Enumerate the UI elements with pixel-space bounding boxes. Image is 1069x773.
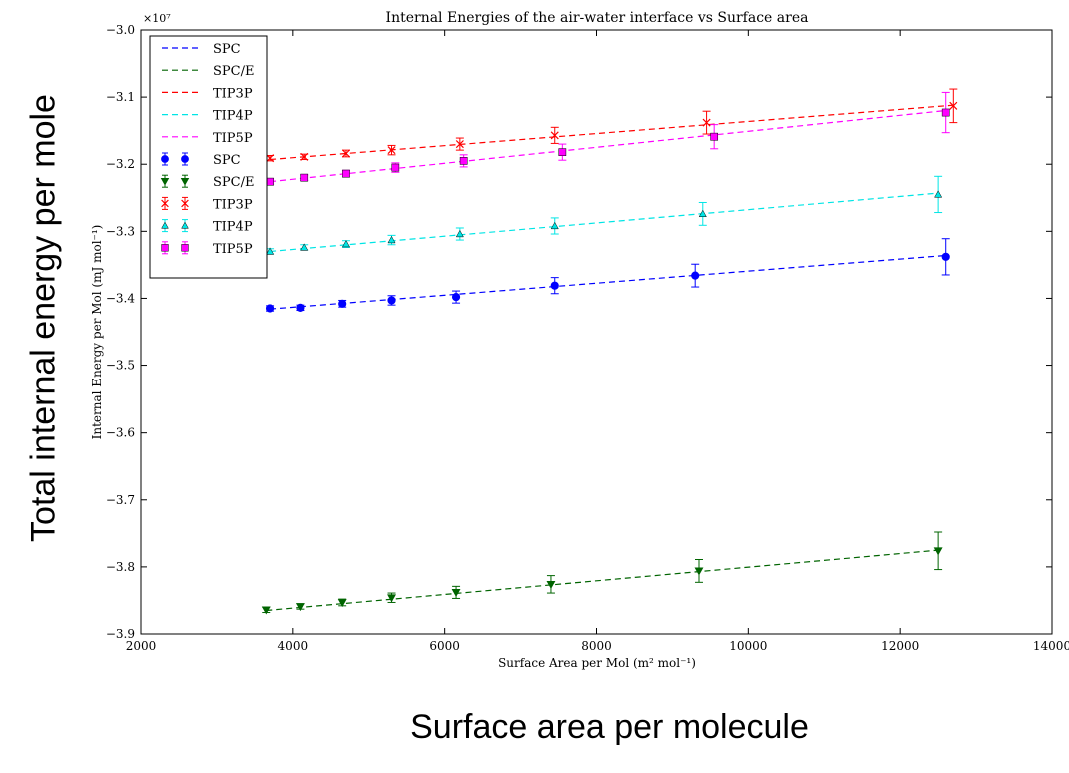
data-point: [451, 293, 461, 302]
y-tick-label: −3.7: [106, 493, 135, 507]
data-point: [455, 140, 464, 149]
x-tick-label: 12000: [881, 639, 919, 653]
data-point: [550, 131, 559, 140]
data-point: [702, 118, 711, 127]
y-tick-label: −3.6: [106, 426, 135, 440]
x-axis-label: Surface Area per Mol (m² mol⁻¹): [498, 656, 696, 670]
data-point: [546, 580, 556, 589]
fit-line-tip5p: [269, 109, 946, 183]
legend-label: SPC/E: [213, 64, 254, 79]
data-point: [265, 304, 275, 313]
data-point: [550, 281, 559, 290]
plot-area: [140, 29, 1053, 635]
data-point: [266, 177, 274, 186]
y-tick-label: −3.9: [106, 627, 135, 641]
data-point: [934, 190, 943, 198]
data-point: [455, 229, 464, 238]
x-tick-label: 6000: [429, 639, 460, 653]
fit-line-tip3p: [270, 104, 954, 161]
legend-label: TIP5P: [213, 131, 253, 146]
fit-lines: [266, 104, 954, 612]
legend: SPC SPC/E TIP3P TIP4P TIP5P SPC SPC/E TIP3P TIP4…: [149, 35, 268, 279]
y-tick-label: −3.2: [106, 157, 135, 171]
data-point: [387, 296, 396, 305]
data-point: [181, 244, 189, 252]
y-scale-label: ×10⁷: [143, 12, 171, 25]
data-point: [341, 239, 350, 248]
legend-label: TIP5P: [213, 242, 253, 257]
data-point: [698, 209, 707, 218]
y-tick-label: −3.5: [106, 359, 135, 373]
fit-line-tip4p: [270, 192, 939, 253]
data-point: [949, 101, 958, 110]
x-tick-label: 8000: [581, 639, 612, 653]
data-point: [342, 169, 350, 178]
data-point: [451, 589, 461, 598]
y-tick-label: −3.4: [106, 291, 136, 305]
data-point: [558, 148, 567, 156]
chart-title: Internal Energies of the air-water inter…: [386, 10, 809, 26]
legend-label: TIP3P: [213, 86, 253, 101]
data-point: [387, 146, 396, 155]
y-axis-label: Internal Energy per Mol (mJ mol⁻¹): [90, 225, 104, 440]
data-point: [181, 221, 189, 229]
data-point: [459, 157, 468, 165]
data-point: [710, 132, 719, 141]
data-point: [691, 271, 700, 280]
x-tick-label: 14000: [1033, 639, 1069, 653]
data-point: [300, 243, 309, 251]
data-point: [341, 149, 350, 158]
data-point: [180, 177, 190, 186]
x-tick-label: 10000: [729, 639, 767, 653]
fit-line-spc-e: [266, 549, 939, 612]
x-tick-label: 2000: [126, 639, 157, 653]
data-point: [295, 603, 305, 612]
data-point: [161, 155, 169, 163]
data-point: [933, 547, 943, 556]
data-point: [181, 155, 189, 163]
data-point: [941, 108, 950, 117]
legend-label: SPC: [213, 153, 241, 168]
data-point: [296, 303, 305, 312]
data-point: [161, 199, 169, 208]
x-tick-label: 4000: [278, 639, 309, 653]
legend-label: TIP3P: [213, 197, 253, 212]
y-tick-label: −3.8: [106, 560, 135, 574]
legend-label: TIP4P: [213, 220, 253, 235]
y-tick-label: −3.3: [106, 224, 135, 238]
legend-label: TIP4P: [213, 109, 253, 124]
data-point: [337, 599, 347, 608]
data-point: [550, 221, 559, 230]
data-point: [387, 235, 396, 244]
data-point: [161, 221, 169, 229]
legend-label: SPC: [213, 42, 241, 57]
data-point: [160, 177, 170, 186]
slide-y-caption: Total internal energy per mole: [24, 94, 63, 542]
y-axis-ticks: −3.0 −3.1 −3.2 −3.3 −3.4 −3.5 −3.6 −3.7 −3.8 −3.9: [106, 23, 1052, 641]
slide-x-caption: Surface area per molecule: [410, 708, 809, 746]
data-point: [266, 247, 275, 255]
y-tick-label: −3.1: [106, 90, 135, 104]
data-point: [161, 244, 169, 252]
data-point: [391, 163, 400, 172]
data-point: [266, 154, 275, 163]
data-point: [300, 152, 309, 161]
fit-line-spc: [270, 254, 946, 310]
data-point: [387, 594, 396, 603]
data-point: [941, 252, 950, 261]
legend-box: [149, 35, 268, 279]
data-markers: [261, 88, 958, 615]
data-point: [694, 567, 704, 576]
data-point: [261, 606, 271, 615]
data-point: [181, 199, 189, 208]
legend-label: SPC/E: [213, 175, 254, 190]
x-axis-ticks: 2000 4000 6000 8000 10000 12000 14000: [126, 30, 1069, 653]
data-point: [338, 299, 347, 308]
data-point: [300, 173, 309, 182]
y-tick-label: −3.0: [106, 23, 135, 37]
